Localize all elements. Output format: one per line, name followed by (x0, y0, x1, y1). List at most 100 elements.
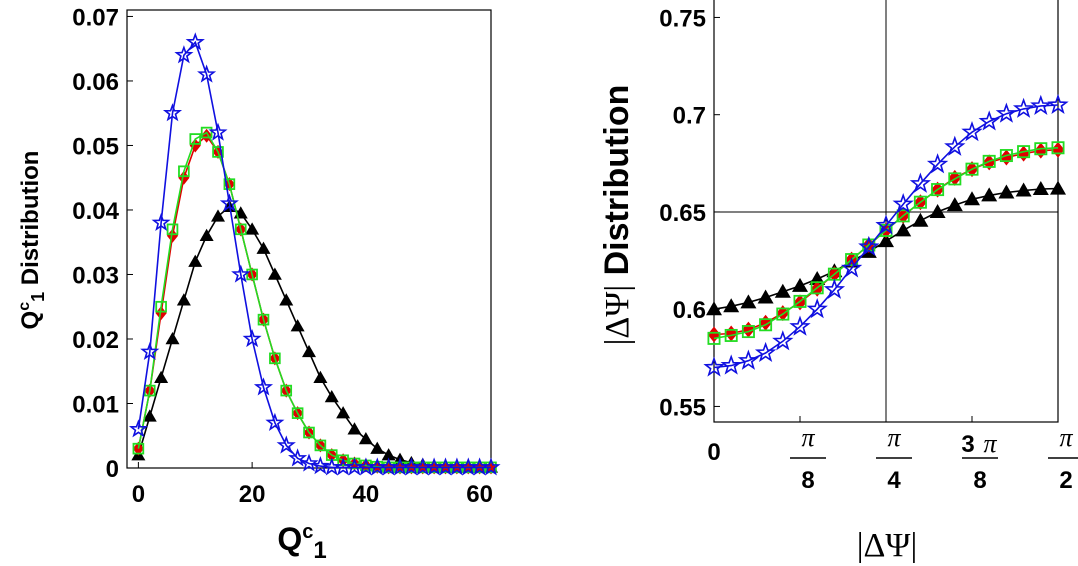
data-point-blue (276, 435, 296, 454)
data-point-blue (140, 341, 160, 361)
right-x-axis-label: |ΔΨ| (857, 527, 918, 564)
data-point-blue (185, 32, 205, 51)
data-point-blue (772, 330, 794, 351)
y-tick-label: 0.07 (72, 4, 119, 31)
data-point-black (336, 406, 351, 419)
right-y-ticks: 0.55 0.6 0.65 0.7 0.75 (659, 5, 720, 421)
series-blue (128, 32, 501, 476)
x-tick-label: 0 (707, 439, 720, 466)
svg-text:8: 8 (801, 467, 814, 494)
data-point-black (358, 431, 373, 445)
data-point-green (1051, 141, 1065, 155)
data-point-blue (219, 193, 239, 212)
data-point-black (792, 277, 808, 292)
data-point-black (267, 267, 282, 280)
data-point-green (724, 328, 738, 342)
data-point-red (1051, 141, 1065, 158)
y-tick-label: 0.01 (72, 391, 119, 418)
data-point-green (776, 307, 790, 321)
data-point-green (707, 331, 721, 345)
data-point-black (302, 344, 316, 358)
data-point-black (1050, 180, 1066, 195)
data-point-red (724, 325, 738, 342)
data-point-blue (995, 102, 1018, 123)
y-tick-label: 0.04 (72, 198, 119, 225)
left-chart: 0 20 40 60 0 0.01 0.02 0.03 0.04 0.05 0.06 0.07 Qc… (16, 4, 501, 564)
data-point-green (280, 384, 293, 397)
data-point-green (234, 223, 247, 236)
data-point-black (256, 241, 271, 254)
right-y-axis-label: |ΔΨ| Distribution (598, 85, 636, 346)
data-point-black (998, 184, 1015, 199)
svg-text:π: π (887, 423, 901, 452)
data-point-black (313, 370, 328, 383)
data-point-red (982, 154, 996, 171)
data-point-blue (806, 298, 828, 319)
data-point-black (188, 254, 203, 267)
y-tick-label: 0.65 (659, 200, 706, 227)
svg-text:π: π (1059, 423, 1073, 452)
data-point-blue (1030, 94, 1052, 116)
data-point-black (211, 209, 225, 222)
data-point-blue (840, 257, 863, 278)
x-tick-label: π2 (1048, 423, 1078, 494)
x-tick-label: π4 (876, 423, 912, 494)
data-point-red (707, 326, 721, 343)
series-line-blue (713, 104, 1059, 369)
data-point-green (155, 300, 167, 313)
x-tick-label: 40 (353, 481, 380, 508)
data-point-green (999, 149, 1013, 163)
data-point-green (269, 352, 281, 365)
data-point-black (199, 228, 214, 242)
data-point-green (896, 209, 910, 223)
data-point-black (946, 197, 963, 212)
data-point-blue (288, 448, 308, 467)
data-point-blue (926, 153, 949, 174)
data-point-blue (208, 122, 228, 141)
data-point-black (895, 222, 912, 237)
series-line-red (137, 134, 491, 469)
data-point-green (965, 162, 979, 176)
data-point-blue (944, 135, 966, 156)
data-point-blue (197, 64, 217, 83)
data-point-green (845, 253, 859, 267)
data-point-green (793, 294, 807, 308)
data-point-red (948, 169, 962, 186)
data-point-blue (253, 377, 274, 396)
data-point-green (132, 442, 145, 455)
y-tick-label: 0.03 (72, 262, 119, 289)
data-point-green (189, 133, 202, 145)
data-point-green (1034, 142, 1048, 156)
data-point-red (1017, 145, 1030, 162)
x-tick-label: 0 (132, 481, 145, 508)
left-y-axis-label: Qc1 Distribution (16, 151, 48, 330)
svg-text:8: 8 (973, 467, 986, 494)
data-point-black (774, 283, 791, 298)
y-tick-label: 0.6 (673, 297, 706, 324)
data-point-blue (754, 341, 777, 363)
data-point-blue (299, 453, 319, 472)
data-point-green (931, 183, 945, 197)
data-point-blue (978, 110, 1000, 131)
data-point-green (200, 126, 213, 139)
data-point-black (347, 422, 362, 435)
data-point-black (290, 319, 305, 332)
data-point-black (1015, 182, 1032, 197)
right-series-group (703, 93, 1069, 377)
data-point-black (723, 298, 740, 313)
series-line-blue (137, 40, 491, 469)
data-point-green (178, 165, 190, 178)
data-point-green (257, 313, 270, 326)
data-point-blue (909, 172, 932, 193)
data-point-blue (174, 45, 194, 64)
svg-text:2: 2 (1059, 467, 1072, 494)
data-point-black (878, 233, 894, 248)
data-point-green (223, 178, 236, 190)
data-point-blue (1012, 97, 1035, 118)
x-tick-label: 20 (239, 481, 266, 508)
data-point-black (757, 289, 774, 304)
data-point-red (178, 170, 190, 185)
data-point-blue (737, 349, 760, 370)
data-point-red (201, 128, 213, 143)
